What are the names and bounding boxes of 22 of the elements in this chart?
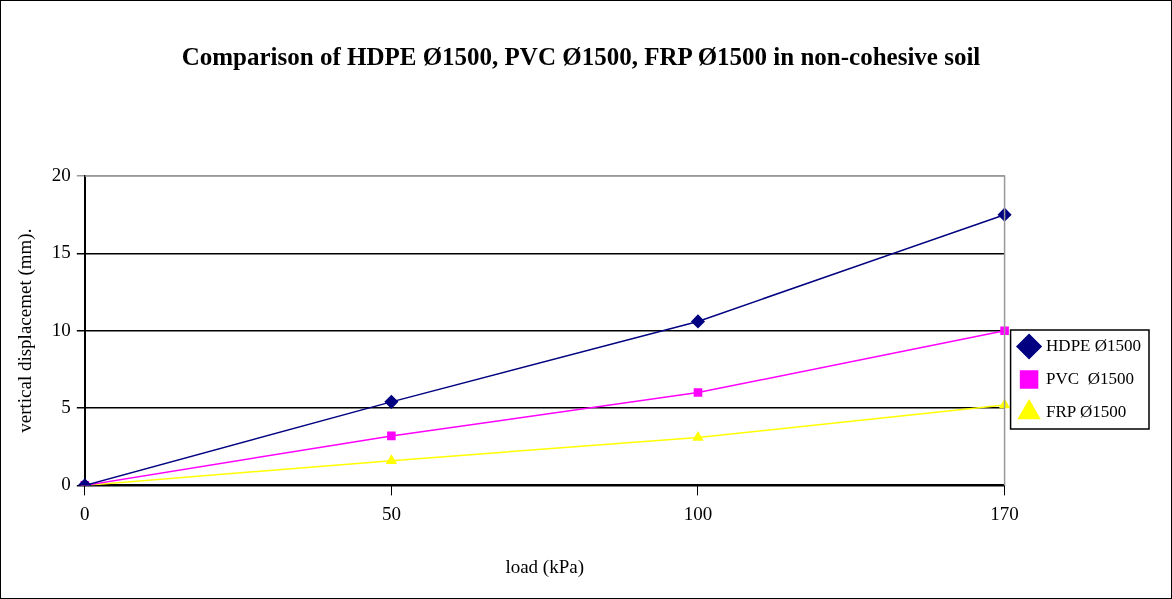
chart-title: Comparison of HDPE Ø1500, PVC Ø1500, FRP Ø1500 in non-cohesive soil [180, 42, 982, 72]
x-tick-label: 50 [381, 502, 401, 524]
y-tick-label: 0 [61, 473, 71, 495]
point [691, 314, 705, 329]
y-tick-label: 20 [51, 163, 71, 185]
y-tick-label: 10 [51, 318, 71, 340]
point [387, 431, 396, 441]
x-tick-label: 0 [80, 502, 90, 524]
point [384, 395, 399, 409]
point [1000, 326, 1009, 335]
y-tick-label: 15 [51, 241, 71, 263]
legend-label: HDPE Ø1500 [1046, 335, 1141, 355]
x-tick-label: 170 [990, 502, 1019, 524]
y-axis-title: vertical displacemet (mm). [14, 228, 37, 433]
x-tick-label: 100 [683, 502, 713, 524]
legend-label: FRP Ø1500 [1046, 401, 1127, 421]
y-tick-label: 5 [61, 396, 71, 418]
point [386, 454, 397, 464]
legend-label: PVC Ø1500 [1046, 368, 1134, 388]
point [693, 388, 703, 397]
x-axis-title: load (kPa) [505, 555, 584, 578]
point [692, 431, 704, 441]
